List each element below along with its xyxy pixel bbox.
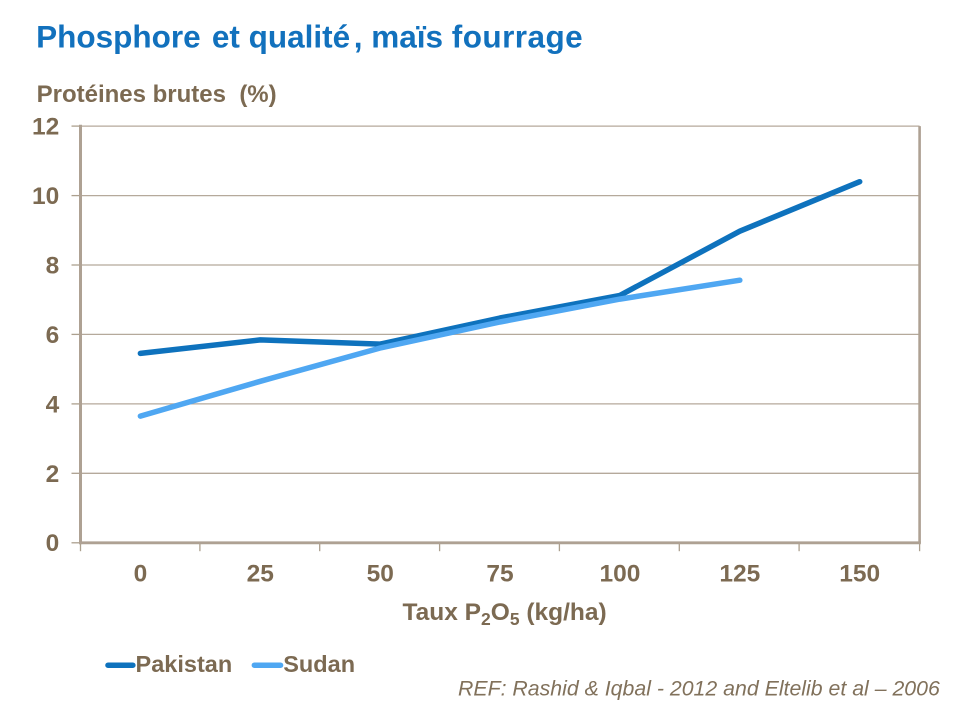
svg-text:2: 2 (46, 461, 60, 488)
svg-text:125: 125 (719, 561, 760, 588)
svg-text:100: 100 (599, 561, 640, 588)
svg-text:Pakistan: Pakistan (136, 651, 233, 677)
svg-text:Taux P2O5 (kg/ha): Taux P2O5 (kg/ha) (403, 599, 607, 629)
svg-text:10: 10 (32, 183, 59, 210)
svg-text:25: 25 (247, 561, 274, 588)
svg-text:8: 8 (46, 253, 60, 280)
svg-text:150: 150 (839, 561, 880, 588)
svg-text:0: 0 (46, 530, 60, 557)
svg-text:50: 50 (367, 561, 394, 588)
svg-text:REF: Rashid & Iqbal - 2012 and: REF: Rashid & Iqbal - 2012 and Eltelib e… (458, 676, 940, 700)
svg-text:12: 12 (32, 114, 59, 141)
svg-text:4: 4 (46, 391, 60, 418)
svg-text:0: 0 (134, 561, 148, 588)
svg-text:Protéines brutes (%): Protéines brutes (%) (37, 81, 277, 108)
svg-text:6: 6 (46, 322, 60, 349)
svg-text:Phosphore et qualité, maïs fo: Phosphore et qualité, maïs fourrage (36, 19, 583, 55)
svg-text:Sudan: Sudan (283, 651, 355, 677)
svg-text:75: 75 (486, 561, 513, 588)
